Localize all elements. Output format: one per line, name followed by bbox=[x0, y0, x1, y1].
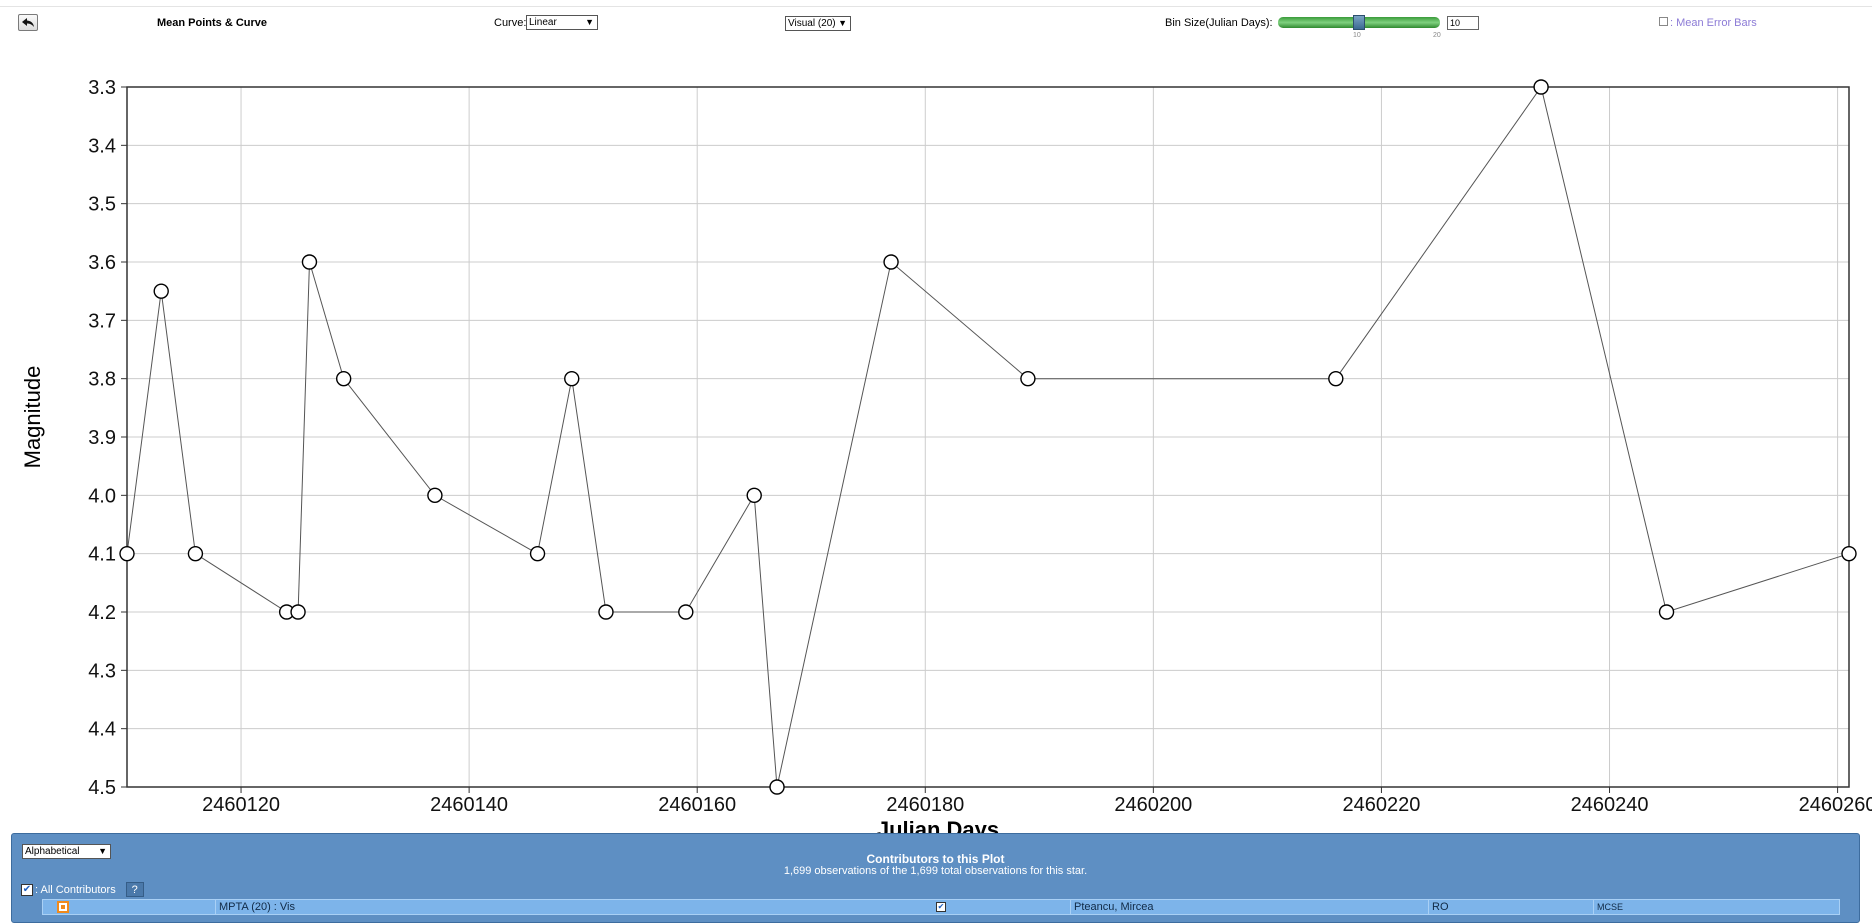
chevron-down-icon: ▼ bbox=[98, 846, 107, 856]
contributor-country: RO bbox=[1428, 900, 1593, 914]
curve-select-value: Linear bbox=[529, 17, 557, 28]
x-tick-label: 2460180 bbox=[886, 794, 964, 816]
band-select[interactable]: Visual (20) ▼ bbox=[785, 16, 851, 31]
series-color-swatch[interactable] bbox=[57, 901, 69, 913]
data-point bbox=[1533, 79, 1549, 95]
light-curve-chart: 3.3 3.4 3.5 3.6 3.7 3.8 3.9 4.0 4.1 4.2 4.3 4.4 4.5 2… bbox=[20, 77, 1872, 838]
data-point bbox=[883, 254, 899, 270]
help-button[interactable]: ? bbox=[125, 882, 144, 897]
data-point bbox=[746, 487, 762, 504]
data-point bbox=[1020, 370, 1036, 387]
x-tick-label: 2460120 bbox=[202, 794, 280, 816]
x-tick-label: 2460140 bbox=[430, 794, 508, 816]
y-tick-label: 4.0 bbox=[88, 485, 116, 507]
data-point bbox=[598, 604, 614, 620]
y-tick-label: 4.3 bbox=[88, 660, 116, 682]
chevron-down-icon: ▼ bbox=[585, 17, 594, 27]
y-tick-label: 3.6 bbox=[88, 252, 116, 274]
y-tick-label: 4.4 bbox=[88, 719, 116, 741]
mean-error-bars-checkbox[interactable] bbox=[1659, 17, 1668, 26]
band-select-value: Visual (20) bbox=[788, 18, 836, 29]
data-point bbox=[769, 779, 785, 795]
data-point bbox=[564, 370, 580, 387]
contributor-checkbox[interactable]: ✔ bbox=[936, 902, 946, 912]
sort-select-value: Alphabetical bbox=[25, 846, 80, 857]
x-tick-label: 2460220 bbox=[1342, 794, 1420, 816]
x-tick-label: 2460160 bbox=[658, 794, 736, 816]
contributors-panel: Alphabetical ▼ Contributors to this Plot… bbox=[11, 833, 1860, 923]
all-contributors-label: : All Contributors bbox=[35, 883, 116, 896]
curve-select[interactable]: Linear ▼ bbox=[526, 15, 598, 30]
y-tick-label: 4.2 bbox=[88, 602, 116, 624]
slider-thumb[interactable] bbox=[1353, 15, 1365, 30]
contributor-series: MPTA (20) : Vis bbox=[215, 900, 960, 914]
contributor-affiliation: MCSE bbox=[1593, 900, 1839, 914]
y-tick-label: 3.9 bbox=[88, 427, 116, 449]
data-point bbox=[119, 545, 135, 562]
y-tick-label: 4.1 bbox=[88, 544, 116, 566]
mean-error-bars-label: : Mean Error Bars bbox=[1670, 17, 1757, 29]
data-point bbox=[1658, 604, 1675, 620]
y-tick-label: 4.5 bbox=[88, 777, 116, 799]
y-tick-label: 3.8 bbox=[88, 369, 116, 391]
data-point bbox=[529, 545, 546, 562]
data-point bbox=[427, 487, 443, 504]
x-tick-label: 2460260 bbox=[1799, 794, 1872, 816]
bin-size-input[interactable] bbox=[1447, 16, 1479, 30]
data-point bbox=[187, 545, 204, 562]
chevron-down-icon: ▼ bbox=[838, 18, 847, 28]
y-axis-label: Magnitude bbox=[20, 366, 45, 469]
data-point bbox=[301, 254, 318, 270]
y-tick-label: 3.7 bbox=[88, 310, 116, 332]
curve-label: Curve: bbox=[494, 17, 527, 29]
slider-tick-label: 20 bbox=[1433, 32, 1441, 39]
data-point bbox=[290, 604, 306, 620]
plot-frame bbox=[126, 86, 1850, 788]
data-point bbox=[335, 370, 352, 387]
all-contributors-checkbox[interactable]: ✔ bbox=[21, 883, 33, 896]
sort-select[interactable]: Alphabetical ▼ bbox=[22, 844, 111, 859]
y-tick-label: 3.3 bbox=[88, 77, 116, 99]
contributors-title: Contributors to this Plot bbox=[866, 852, 1005, 866]
y-tick-label: 3.4 bbox=[88, 135, 116, 157]
slider-tick-label: 10 bbox=[1353, 32, 1361, 39]
toolbar: Mean Points & Curve Curve: Linear ▼ Visu… bbox=[0, 13, 1872, 39]
y-tick-label: 3.5 bbox=[88, 194, 116, 216]
contributor-name: Pteancu, Mircea bbox=[1070, 900, 1428, 914]
data-point bbox=[153, 283, 169, 299]
x-axis-label: Julian Days bbox=[877, 817, 999, 838]
top-divider bbox=[0, 6, 1872, 7]
plot-mode-title: Mean Points & Curve bbox=[157, 17, 268, 29]
contributor-row: MPTA (20) : Vis ✔ Pteancu, Mircea RO MCS… bbox=[42, 899, 1840, 915]
mean-error-bars-toggle[interactable]: : Mean Error Bars bbox=[1659, 17, 1757, 29]
x-tick-label: 2460200 bbox=[1114, 794, 1192, 816]
data-point bbox=[1328, 370, 1344, 387]
back-button[interactable] bbox=[18, 14, 38, 31]
data-point bbox=[678, 604, 694, 620]
contributors-subtitle: 1,699 observations of the 1,699 total ob… bbox=[783, 865, 1088, 877]
bin-size-label: Bin Size(Julian Days): bbox=[1165, 17, 1273, 29]
data-point bbox=[1841, 545, 1857, 562]
all-contributors-toggle: ✔ : All Contributors ? bbox=[21, 882, 144, 897]
x-tick-label: 2460240 bbox=[1571, 794, 1649, 816]
back-arrow-icon bbox=[22, 18, 34, 27]
